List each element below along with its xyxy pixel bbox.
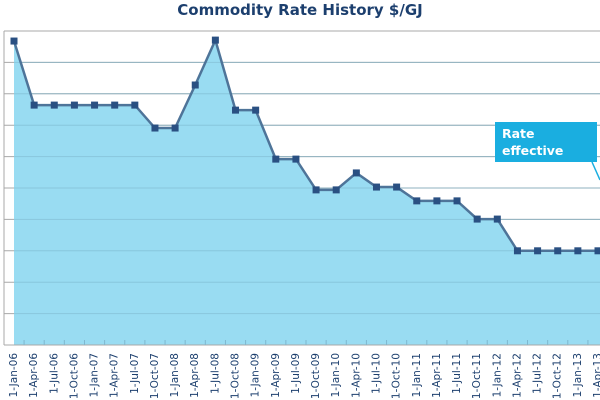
- data-point: [554, 247, 562, 255]
- data-point: [91, 101, 99, 109]
- data-point: [473, 215, 481, 223]
- x-tick-label: 1-Jan-08: [169, 353, 181, 397]
- annotation-callout: Rate effective July 1, 2013: [495, 122, 597, 175]
- data-point: [393, 183, 401, 191]
- annotation-line2: July 1, 2013: [502, 160, 585, 175]
- data-point: [534, 247, 542, 255]
- data-point: [372, 183, 380, 191]
- data-point: [272, 155, 280, 163]
- callout-leader: [591, 161, 600, 181]
- x-tick-label: 1-Oct-08: [230, 353, 242, 399]
- x-tick-label: 1-Jan-11: [411, 353, 423, 397]
- x-tick-label: 1-Oct-09: [310, 353, 322, 399]
- x-tick-label: 1-Jul-08: [209, 353, 221, 394]
- annotation-line1: Rate effective: [502, 126, 564, 158]
- x-tick-label: 1-Oct-11: [471, 353, 483, 399]
- data-point: [232, 106, 240, 114]
- x-tick-label: 1-Oct-07: [149, 353, 161, 399]
- x-tick-label: 1-Apr-12: [511, 353, 523, 398]
- x-tick-label: 1-Jan-06: [8, 353, 20, 398]
- x-tick-label: 1-Jul-11: [451, 353, 463, 394]
- data-point: [594, 247, 600, 255]
- x-tick-label: 1-Oct-06: [68, 353, 80, 399]
- data-point: [574, 247, 582, 255]
- x-tick-label: 1-Oct-10: [391, 353, 403, 399]
- x-tick-label: 1-Jul-07: [129, 353, 141, 394]
- x-tick-label: 1-Jul-12: [532, 353, 544, 394]
- x-tick-label: 1-Jul-10: [370, 353, 382, 394]
- x-tick-label: 1-Oct-12: [552, 353, 564, 399]
- x-tick-label: 1-Apr-07: [109, 353, 121, 398]
- x-tick-label: 1-Apr-09: [270, 353, 282, 398]
- data-point: [131, 101, 139, 109]
- x-tick-label: 1-Jul-09: [290, 353, 302, 394]
- x-tick-label: 1-Apr-08: [189, 353, 201, 398]
- data-point: [30, 101, 38, 109]
- data-point: [211, 36, 219, 44]
- x-tick-label: 1-Apr-10: [350, 353, 362, 398]
- data-point: [352, 169, 360, 177]
- data-point: [70, 101, 78, 109]
- data-point: [111, 101, 119, 109]
- data-point: [453, 197, 461, 205]
- data-point: [252, 106, 260, 114]
- x-tick-label: 1-Apr-06: [28, 353, 40, 398]
- x-tick-label: 1-Jan-12: [491, 353, 503, 397]
- chart-title: Commodity Rate History $/GJ: [177, 1, 423, 19]
- area-fill: [14, 40, 600, 346]
- x-tick-label: 1-Jan-10: [330, 353, 342, 397]
- data-point: [493, 215, 501, 223]
- x-tick-label: 1-Apr-13: [592, 353, 600, 398]
- data-point: [171, 124, 179, 132]
- x-tick-label: 1-Jan-07: [89, 353, 101, 397]
- data-point: [433, 197, 441, 205]
- data-point: [191, 81, 199, 89]
- data-point: [151, 124, 159, 132]
- data-point: [292, 155, 300, 163]
- data-point: [50, 101, 58, 109]
- data-point: [332, 186, 340, 194]
- x-tick-label: 1-Apr-11: [431, 353, 443, 398]
- x-tick-label: 1-Jan-13: [572, 353, 584, 397]
- x-tick-label: 1-Jan-09: [250, 353, 262, 397]
- data-point: [312, 186, 320, 194]
- data-point: [513, 247, 521, 255]
- x-tick-label: 1-Jul-06: [48, 353, 60, 394]
- data-point: [413, 197, 421, 205]
- data-point: [10, 37, 18, 45]
